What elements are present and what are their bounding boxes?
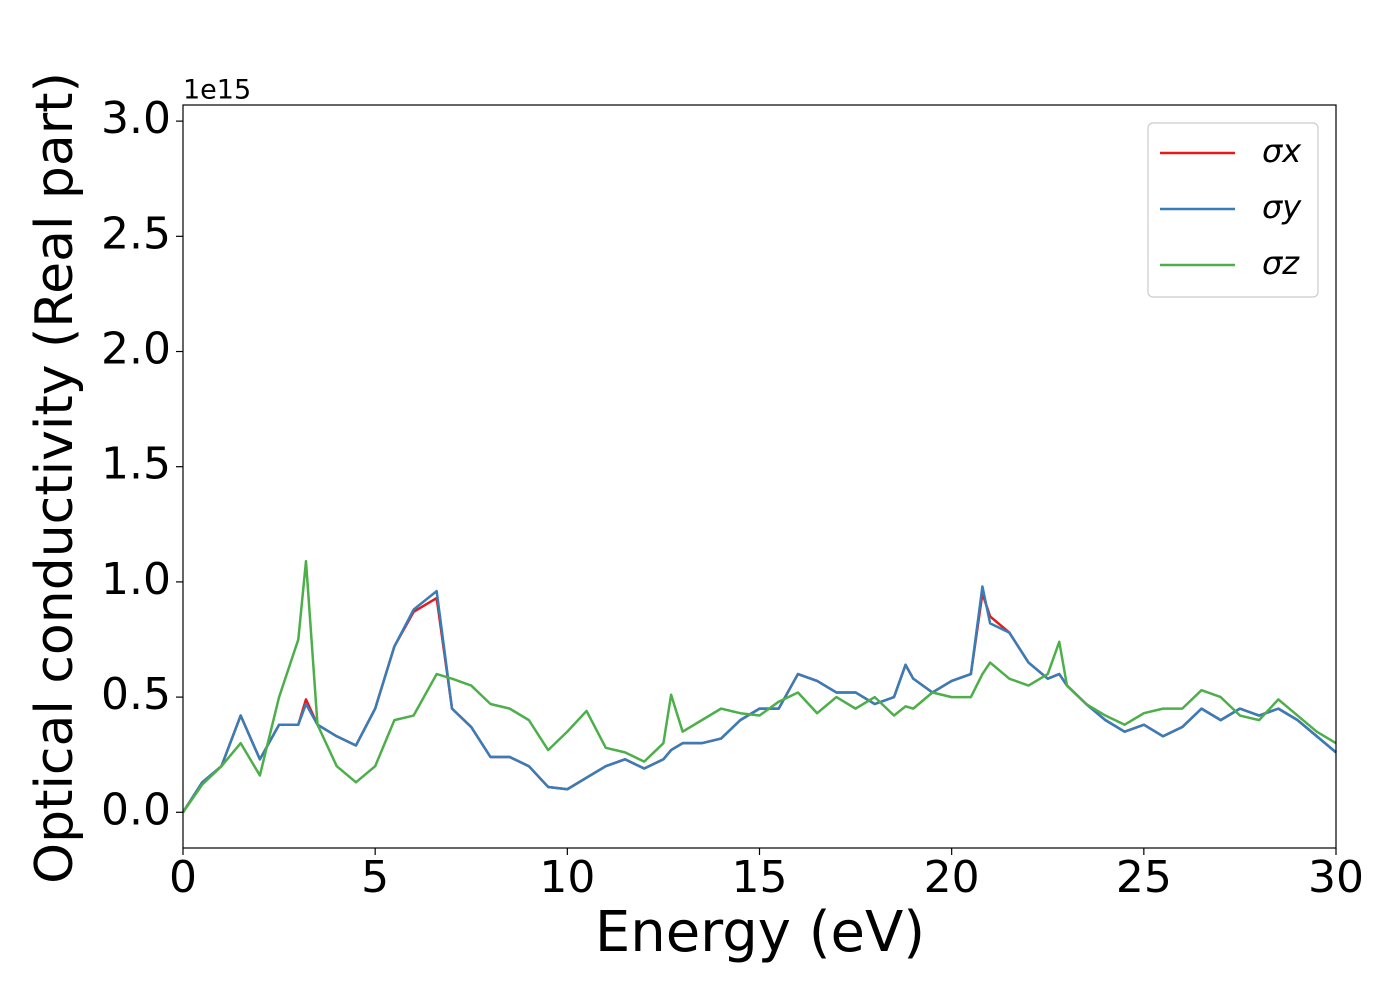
- x-tick-label: 5: [361, 852, 389, 903]
- x-tick-label: 10: [539, 852, 595, 903]
- legend-label: σy: [1262, 188, 1302, 226]
- legend-label: σx: [1262, 132, 1302, 170]
- x-axis-label: Energy (eV): [595, 900, 925, 965]
- x-tick-label: 15: [732, 852, 788, 903]
- series-line: [181, 585, 1337, 813]
- plot-frame: [182, 104, 1337, 849]
- series-line: [181, 559, 1337, 814]
- y-tick-label: 2.0: [101, 324, 171, 375]
- y-tick-label: 0.0: [101, 784, 171, 835]
- series-line: [181, 592, 1337, 813]
- x-tick-label: 0: [169, 852, 197, 903]
- y-tick-label: 3.0: [101, 93, 171, 144]
- y-tick-label: 1.5: [101, 439, 171, 490]
- x-tick-label: 25: [1116, 852, 1172, 903]
- legend-label: σz: [1262, 244, 1300, 282]
- x-tick-label: 20: [924, 852, 980, 903]
- y-tick-label: 1.0: [101, 554, 171, 605]
- y-offset-text: 1e15: [183, 75, 251, 106]
- x-tick-label: 30: [1308, 852, 1364, 903]
- y-axis-label: Optical conductivity (Real part): [25, 72, 85, 884]
- y-tick-label: 0.5: [101, 669, 171, 720]
- y-tick-label: 2.5: [101, 208, 171, 259]
